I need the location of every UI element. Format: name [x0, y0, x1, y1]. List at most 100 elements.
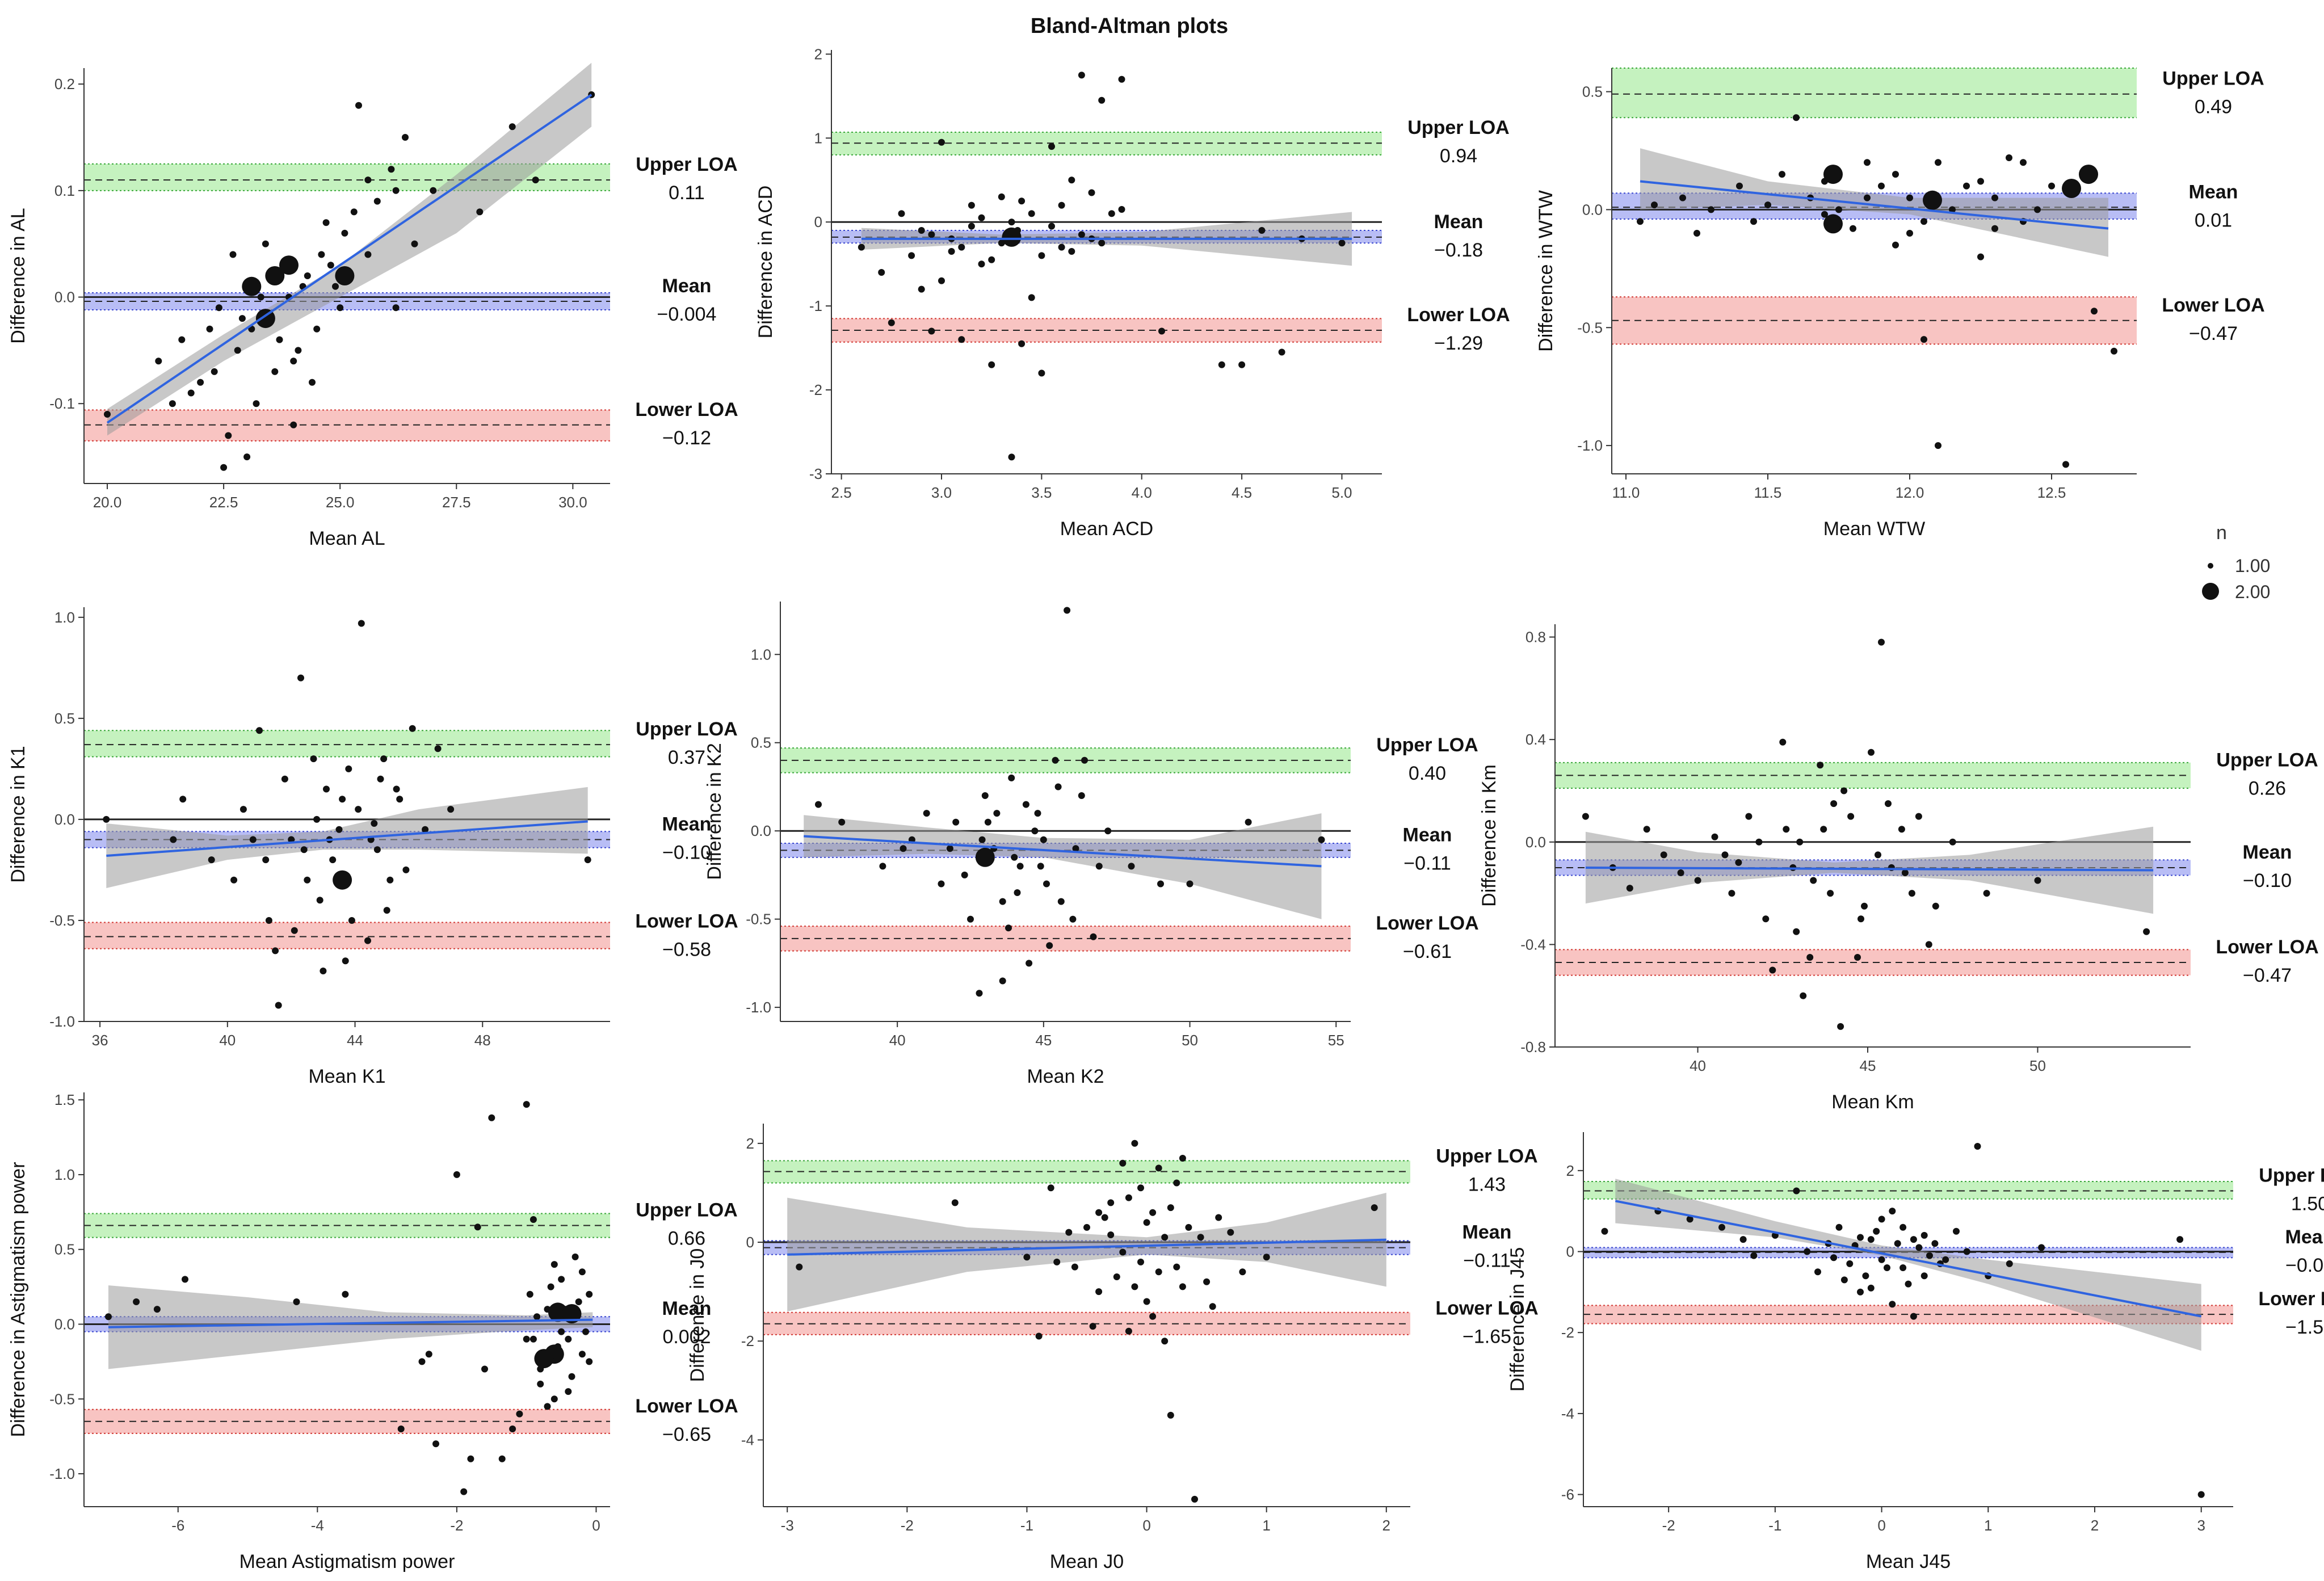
data-point [1203, 1278, 1211, 1285]
data-point [402, 134, 409, 141]
mean-label: Mean [2243, 842, 2292, 863]
data-point [1338, 239, 1346, 247]
data-point [313, 815, 321, 823]
data-point [1046, 942, 1053, 949]
data-point [1991, 194, 1998, 201]
data-point [265, 917, 272, 924]
lower-loa-label: Lower LOA [2162, 295, 2264, 316]
data-point [1155, 1268, 1162, 1276]
data-point [1104, 827, 1112, 835]
data-point [999, 977, 1006, 985]
data-point [1022, 801, 1029, 808]
data-point [422, 826, 429, 833]
regression-confidence-band [1640, 148, 2108, 257]
y-axis-title: Difference in AL [7, 208, 29, 343]
data-point [234, 347, 241, 354]
y-axis-title: Difference in J45 [1507, 1247, 1528, 1392]
data-point [397, 1426, 405, 1432]
x-tick-label: 50 [2029, 1057, 2046, 1074]
x-tick-label: 40 [889, 1032, 906, 1049]
y-tick-label: -0.5 [49, 912, 75, 929]
data-point [1037, 863, 1044, 870]
data-point [1031, 827, 1039, 835]
y-tick-label: 0.2 [54, 75, 75, 92]
y-axis-title: Difference in Km [1478, 764, 1500, 907]
data-point [290, 358, 297, 365]
regression-line [1640, 180, 2109, 230]
data-point [1910, 1236, 1917, 1243]
mean-value: −0.02 [2285, 1255, 2324, 1276]
data-point [1018, 340, 1026, 347]
x-tick-label: 20.0 [93, 494, 122, 511]
data-point [1173, 1179, 1180, 1187]
x-tick-label: 11.0 [1612, 484, 1640, 501]
y-tick-label: 0.0 [1582, 201, 1603, 218]
x-tick-label: 1 [1984, 1517, 1992, 1534]
data-point [946, 845, 953, 852]
data-point [1278, 348, 1285, 356]
data-point [1245, 818, 1252, 826]
data-point [290, 421, 297, 428]
data-point [377, 775, 384, 783]
data-point [104, 411, 111, 418]
data-point [1008, 218, 1015, 226]
mean-value: 0.01 [2195, 209, 2232, 231]
data-point [2038, 1244, 2045, 1251]
data-point [1889, 1208, 1896, 1215]
data-point [332, 283, 339, 290]
data-point [1977, 253, 1984, 260]
data-point [2062, 461, 2069, 468]
data-point [239, 806, 247, 813]
data-point [1008, 453, 1015, 461]
data-point [1827, 890, 1834, 897]
data-point [2020, 159, 2027, 166]
data-point [1651, 201, 1658, 209]
data-point [1131, 1283, 1138, 1290]
data-point [1018, 197, 1026, 205]
data-point [1840, 1276, 1848, 1284]
data-point [1935, 159, 1941, 166]
data-point [178, 336, 186, 343]
lower-loa-value: −0.47 [2243, 965, 2292, 986]
lower-loa-label: Lower LOA [2216, 936, 2318, 958]
figure-title: Bland-Altman plots [1031, 14, 1228, 38]
data-point [392, 187, 400, 194]
data-point [1043, 880, 1050, 888]
data-point [1090, 933, 1097, 940]
data-point [1065, 1229, 1073, 1236]
data-point [1915, 1244, 1923, 1251]
data-point [575, 1298, 582, 1305]
data-point [1779, 171, 1785, 178]
data-point [1068, 248, 1075, 255]
x-tick-label: 2 [1382, 1517, 1390, 1534]
lower-loa-band [84, 922, 610, 949]
data-point [558, 1276, 565, 1283]
data-point [345, 765, 352, 772]
lower-loa-label: Lower LOA [2258, 1288, 2324, 1310]
data-point [1008, 774, 1015, 781]
y-tick-label: 0.5 [54, 710, 75, 727]
x-tick-label: 5.0 [1331, 484, 1352, 501]
y-tick-label: 0 [1566, 1243, 1574, 1260]
legend-title: n [2216, 522, 2227, 544]
data-point [348, 917, 355, 924]
y-tick-label: -3 [809, 465, 822, 482]
data-point [1161, 1234, 1169, 1241]
data-point [1764, 201, 1771, 209]
data-point [467, 1455, 474, 1462]
y-tick-label: -0.5 [1577, 319, 1603, 336]
x-tick-label: 40 [1690, 1057, 1706, 1074]
y-tick-label: -4 [1561, 1405, 1574, 1422]
data-point [253, 400, 260, 407]
data-point [393, 785, 400, 793]
data-point [1048, 143, 1055, 150]
data-point [1835, 1223, 1843, 1231]
y-tick-label: 1 [814, 129, 822, 146]
lower-loa-label: Lower LOA [635, 399, 738, 421]
x-tick-label: 30.0 [558, 494, 587, 511]
data-point [1908, 890, 1915, 897]
y-tick-label: 0.0 [1525, 834, 1546, 851]
mean-label: Mean [662, 275, 712, 297]
data-point [1847, 813, 1855, 820]
